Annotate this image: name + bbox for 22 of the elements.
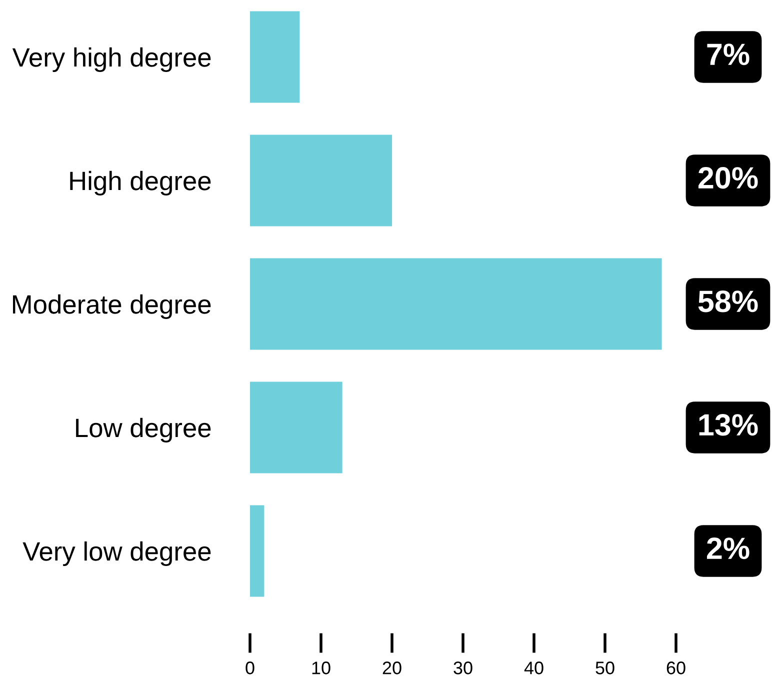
data-label: 7% <box>707 44 750 66</box>
y-tick-label: Very low degree <box>22 541 211 566</box>
bar <box>250 258 662 350</box>
y-tick-label: Moderate degree <box>13 294 211 320</box>
data-label: 58% <box>698 290 758 312</box>
x-tick-label: 50 <box>596 662 614 674</box>
bar <box>250 505 264 597</box>
bar <box>250 11 300 103</box>
x-tick-label: 10 <box>312 662 330 674</box>
x-tick-label: 20 <box>382 662 402 674</box>
y-tick-label: High degree <box>70 170 211 196</box>
y-tick-label: Very high degree <box>12 47 211 72</box>
bar <box>250 134 392 226</box>
x-tick-label: 60 <box>666 662 686 674</box>
x-tick-label: 30 <box>454 662 472 674</box>
y-tick-label: Low degree <box>76 418 211 443</box>
bar <box>250 382 342 474</box>
data-label: 20% <box>698 167 758 189</box>
data-label: 2% <box>706 538 750 560</box>
data-label: 13% <box>699 414 758 436</box>
x-tick-label: 0 <box>246 662 254 674</box>
x-tick-label: 40 <box>524 662 544 674</box>
